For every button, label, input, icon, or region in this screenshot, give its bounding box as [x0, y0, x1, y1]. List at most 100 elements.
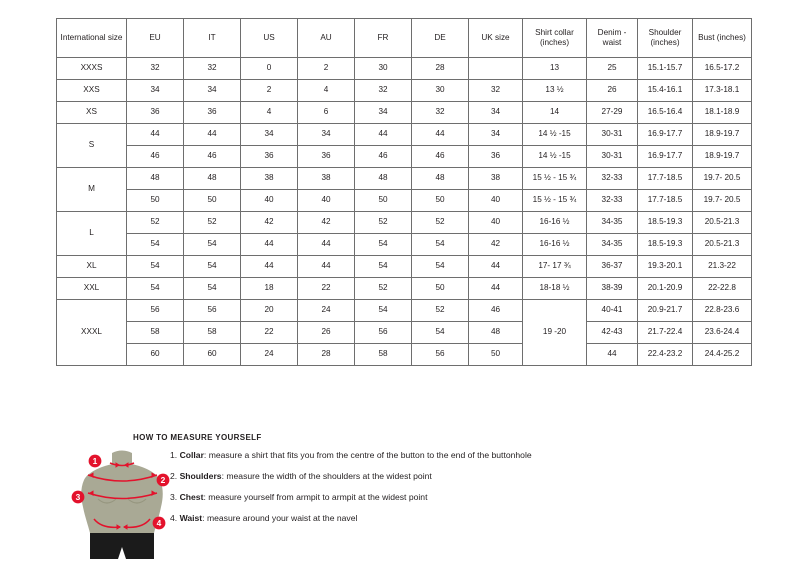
data-cell: 18-18 ½ — [522, 277, 587, 300]
data-cell: 32 — [354, 79, 412, 102]
size-chart-container: International size EU IT US AU FR DE UK size Shi… — [56, 18, 752, 366]
size-chart-table: International size EU IT US AU FR DE UK size Shi… — [56, 18, 752, 366]
data-cell: 34 — [354, 101, 412, 124]
data-cell: 50 — [183, 189, 241, 212]
figure-marker-3: 3 — [71, 490, 85, 504]
data-cell: 50 — [354, 189, 412, 212]
data-cell: 32 — [468, 79, 523, 102]
data-cell: 14 — [522, 101, 587, 124]
table-row: XXXS 32 32 0 2 30 28 13 25 15.1-15.7 16.5-17.2 — [56, 57, 752, 80]
data-cell: 18.5-19.3 — [637, 233, 693, 256]
data-cell: 54 — [411, 321, 469, 344]
how-to-measure-section: HOW TO MEASURE YOURSELF 1. Collar: measu… — [133, 433, 773, 523]
data-cell: 40 — [468, 189, 523, 212]
data-cell: 54 — [126, 233, 184, 256]
data-cell: 44 — [468, 255, 523, 278]
measure-instruction-item: 1. Collar: measure a shirt that fits you… — [170, 451, 770, 460]
table-row: 58 58 22 26 56 54 48 42-43 21.7-22.4 23.6-24.4 — [57, 321, 752, 344]
data-cell: 44 — [297, 233, 355, 256]
data-cell: 30-31 — [586, 123, 638, 146]
data-cell: 44 — [411, 123, 469, 146]
collar-measure-line — [109, 462, 135, 467]
data-cell: 56 — [411, 343, 469, 366]
data-cell: 34 — [297, 123, 355, 146]
data-cell: 16-16 ½ — [522, 233, 587, 256]
data-cell: 56 — [354, 321, 412, 344]
data-cell: 20.5-21.3 — [692, 233, 752, 256]
data-cell: 17.7-18.5 — [637, 189, 693, 212]
data-cell: 14 ½ -15 — [522, 145, 587, 168]
chest-contour-left — [97, 498, 117, 504]
table-row: 60 60 24 28 58 56 50 44 22.4-23.2 24.4-25.2 — [57, 343, 752, 366]
measure-item-text: : measure the width of the shoulders at … — [221, 471, 432, 482]
data-cell: 46 — [183, 145, 241, 168]
table-row: XL 54 54 44 44 54 54 44 17- 17 ¾ 36-37 19.3-20.1 21… — [56, 255, 752, 278]
data-cell: 24.4-25.2 — [692, 343, 752, 366]
data-cell: 24 — [297, 299, 355, 322]
data-cell: 16.9-17.7 — [637, 145, 693, 168]
how-to-measure-title: HOW TO MEASURE YOURSELF — [133, 433, 262, 442]
data-cell: 32-33 — [586, 189, 638, 212]
measure-instruction-list: 1. Collar: measure a shirt that fits you… — [170, 451, 770, 535]
data-cell: 50 — [411, 277, 469, 300]
data-cell: 52 — [354, 277, 412, 300]
measure-item-number: 2. — [170, 471, 178, 482]
data-cell: 40 — [240, 189, 298, 212]
data-cell: 38 — [468, 167, 523, 190]
data-cell: 20.9-21.7 — [637, 299, 693, 322]
data-cell: 48 — [468, 321, 523, 344]
data-cell: 17.7-18.5 — [637, 167, 693, 190]
data-cell: 44 — [183, 123, 241, 146]
column-header-9: Denim - waist — [586, 18, 638, 58]
data-cell: 13 ½ — [522, 79, 587, 102]
data-cell: 34 — [126, 79, 184, 102]
data-cell: 30-31 — [586, 145, 638, 168]
data-cell: 42 — [468, 233, 523, 256]
column-header-8: Shirt collar (inches) — [522, 18, 587, 58]
data-cell: 22.4-23.2 — [637, 343, 693, 366]
data-cell: 19 -20 — [522, 299, 587, 366]
column-header-0: International size — [56, 18, 127, 58]
data-cell: 54 — [183, 277, 241, 300]
chest-arrow-left — [89, 490, 94, 496]
size-label-cell: S — [56, 123, 127, 168]
data-cell: 44 — [126, 123, 184, 146]
data-cell: 22-22.8 — [692, 277, 752, 300]
data-cell: 36 — [468, 145, 523, 168]
data-cell: 15.4-16.1 — [637, 79, 693, 102]
data-cell: 13 — [522, 57, 587, 80]
data-cell: 58 — [183, 321, 241, 344]
data-cell: 56 — [183, 299, 241, 322]
measure-item-text: : measure yourself from armpit to armpit… — [203, 492, 428, 503]
size-label-cell: XXL — [56, 277, 127, 300]
table-header: International size EU IT US AU FR DE UK size Shi… — [56, 18, 752, 58]
data-cell: 40-41 — [586, 299, 638, 322]
data-cell: 52 — [411, 211, 469, 234]
data-cell: 30 — [411, 79, 469, 102]
data-cell: 58 — [126, 321, 184, 344]
header-row: International size EU IT US AU FR DE UK size Shi… — [56, 18, 752, 58]
chest-contour-right — [127, 498, 147, 504]
measure-item-text: : measure a shirt that fits you from the… — [203, 450, 532, 460]
chest-arrow-right — [151, 490, 156, 496]
table-row: 46 46 36 36 46 46 36 14 ½ -15 30-31 16.9-17.7 18.9… — [57, 145, 752, 168]
data-cell: 17- 17 ¾ — [522, 255, 587, 278]
size-label-cell: L — [56, 211, 127, 256]
data-cell: 36 — [183, 101, 241, 124]
measure-item-part: Collar — [179, 450, 204, 460]
data-cell: 27-29 — [586, 101, 638, 124]
column-header-7: UK size — [468, 18, 523, 58]
data-cell: 17.3-18.1 — [692, 79, 752, 102]
data-cell: 52 — [183, 211, 241, 234]
data-cell: 38 — [297, 167, 355, 190]
measure-item-part: Chest — [179, 492, 204, 503]
table-row: S 44 44 34 34 44 44 34 14 ½ -15 30-31 16.9-17.7 18.… — [56, 123, 752, 168]
data-cell: 50 — [126, 189, 184, 212]
data-cell: 19.7- 20.5 — [692, 167, 752, 190]
size-label-cell: XS — [56, 101, 127, 124]
figure-marker-4-label: 4 — [157, 518, 162, 528]
figure-marker-4: 4 — [152, 516, 166, 530]
data-cell: 48 — [183, 167, 241, 190]
data-cell: 21.3-22 — [692, 255, 752, 278]
data-cell: 30 — [354, 57, 412, 80]
